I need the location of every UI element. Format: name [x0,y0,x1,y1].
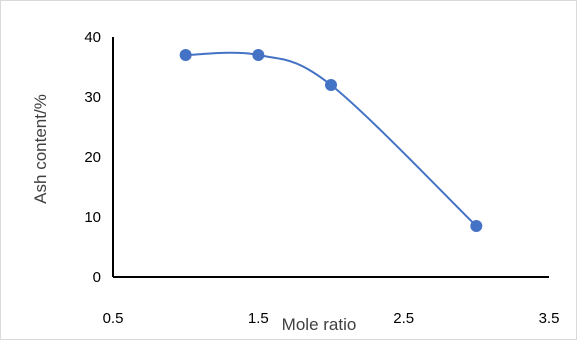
y-tick-label: 30 [84,89,101,106]
series-layer [179,49,483,232]
y-tick-label: 20 [84,149,101,166]
data-point [325,79,337,91]
x-tick-label: 3.5 [539,310,560,327]
x-tick-labels: 0.5 1.5 2.5 3.5 [103,310,560,327]
x-tick-label: 0.5 [103,310,124,327]
series-line [185,51,478,227]
y-tick-label: 10 [84,209,101,226]
x-axis-title: Mole ratio [282,315,357,334]
data-point [470,220,483,232]
x-tick-label: 2.5 [393,310,414,327]
y-tick-label: 0 [93,269,101,286]
data-point [179,49,192,61]
data-point [252,49,265,61]
x-tick-label: 1.5 [248,310,269,327]
y-axis-title: Ash content/% [31,94,50,204]
y-tick-labels: 0 10 20 30 40 [84,29,101,286]
y-tick-label: 40 [84,29,101,46]
axes [112,37,549,278]
